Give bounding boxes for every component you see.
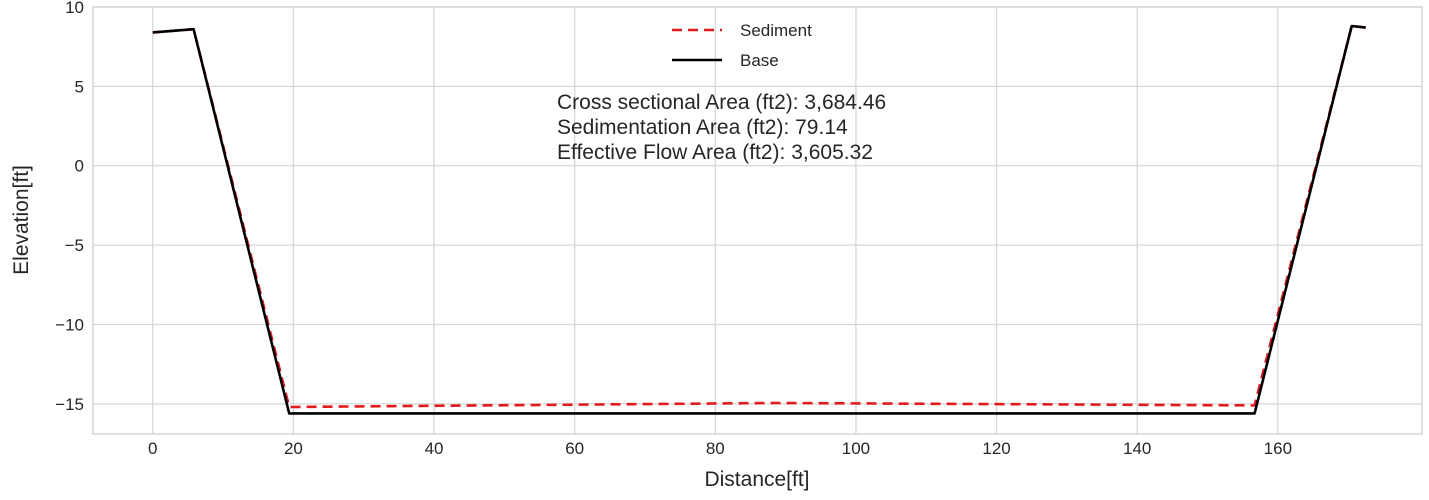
x-tick-label: 140 bbox=[1123, 439, 1151, 458]
annotation-effective-flow-area: Effective Flow Area (ft2): 3,605.32 bbox=[557, 141, 873, 164]
x-tick-label: 160 bbox=[1264, 439, 1292, 458]
y-axis-label: Elevation[ft] bbox=[10, 165, 33, 275]
y-tick-label: 0 bbox=[75, 157, 84, 176]
x-axis-label: Distance[ft] bbox=[704, 468, 809, 491]
x-tick-label: 120 bbox=[982, 439, 1010, 458]
x-tick-label: 80 bbox=[706, 439, 725, 458]
series-line-base bbox=[152, 24, 1366, 415]
legend-label-base: Base bbox=[740, 51, 779, 70]
annotation-cross-sectional-area: Cross sectional Area (ft2): 3,684.46 bbox=[557, 91, 886, 114]
grid-layer bbox=[93, 6, 1422, 434]
y-tick-label: 10 bbox=[65, 0, 84, 17]
y-tick-label: 5 bbox=[75, 77, 84, 96]
plot-frame bbox=[92, 6, 1423, 435]
tick-layer: 0 20 40 60 80 100 120 140 160 10 5 0 −5 −10 −15 bbox=[55, 0, 1292, 458]
x-tick-label: 0 bbox=[148, 439, 157, 458]
series-line-sediment bbox=[152, 24, 1366, 409]
legend: Sediment Base bbox=[672, 21, 812, 70]
area-annotation: Cross sectional Area (ft2): 3,684.46 Sed… bbox=[557, 91, 886, 164]
y-tick-label: −10 bbox=[55, 315, 84, 334]
y-tick-label: −5 bbox=[65, 236, 84, 255]
legend-label-sediment: Sediment bbox=[740, 21, 812, 40]
x-tick-label: 100 bbox=[842, 439, 870, 458]
x-tick-label: 20 bbox=[284, 439, 303, 458]
x-tick-label: 40 bbox=[425, 439, 444, 458]
x-tick-label: 60 bbox=[565, 439, 584, 458]
annotation-sedimentation-area: Sedimentation Area (ft2): 79.14 bbox=[557, 116, 848, 139]
y-tick-label: −15 bbox=[55, 395, 84, 414]
series-layer bbox=[152, 24, 1366, 415]
